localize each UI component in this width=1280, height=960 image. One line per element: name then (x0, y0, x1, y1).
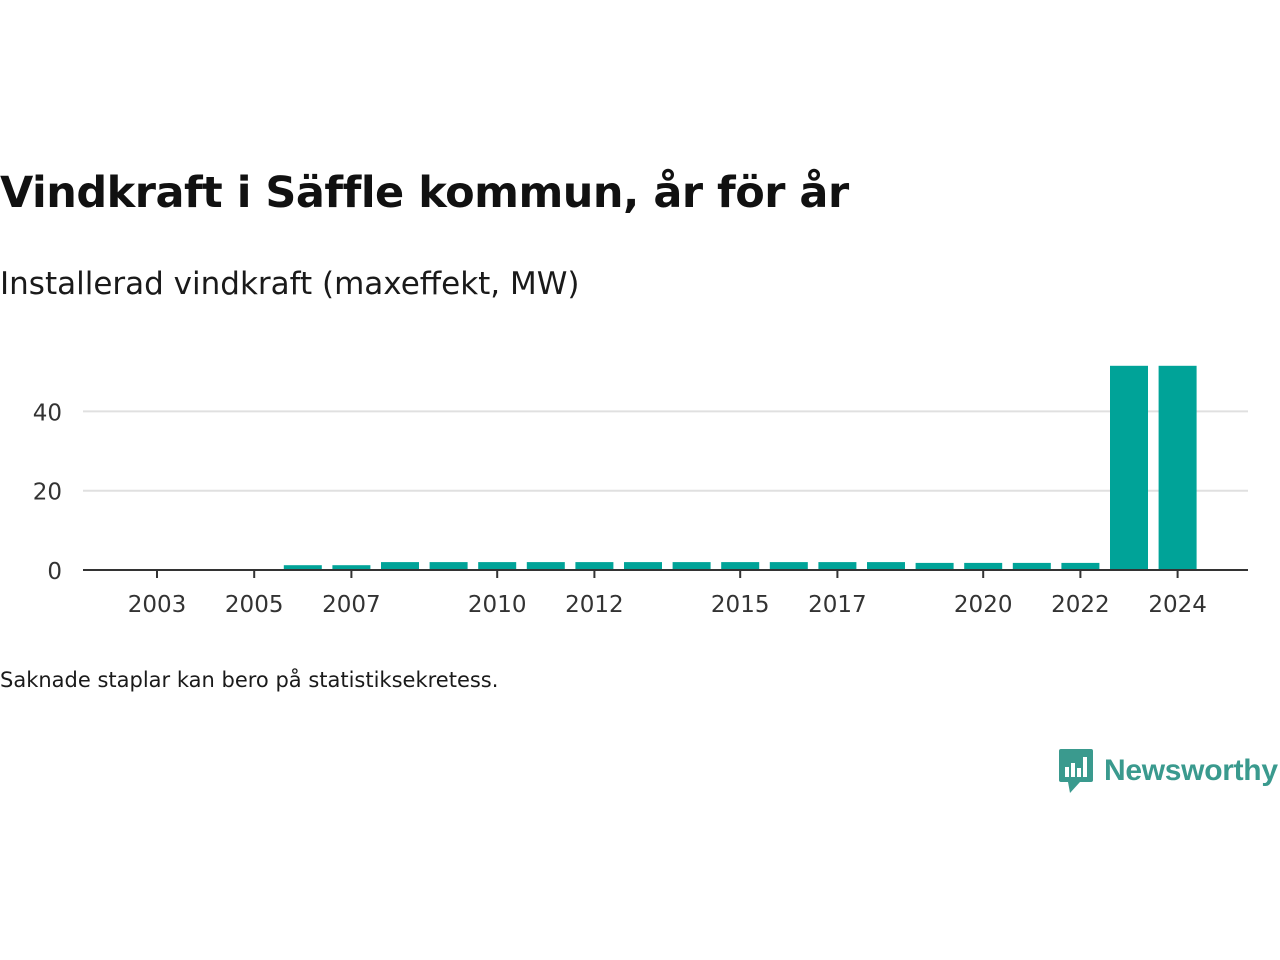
y-tick-label: 40 (33, 400, 62, 426)
bar-chart-speech-bubble-icon (1059, 749, 1093, 793)
x-tick-label: 2005 (225, 592, 284, 618)
x-tick-label: 2007 (322, 592, 381, 618)
x-tick-label: 2020 (954, 592, 1013, 618)
bar-2022 (1061, 562, 1100, 570)
brand-logo: Newsworthy (1058, 748, 1278, 794)
bar-2016 (769, 562, 808, 570)
x-tick-label: 2010 (468, 592, 527, 618)
bar-2007 (332, 565, 371, 570)
x-tick-label: 2017 (808, 592, 867, 618)
x-tick-label: 2012 (565, 592, 624, 618)
x-tick-label: 2015 (711, 592, 770, 618)
bar-2012 (575, 562, 614, 570)
bar-2020 (964, 562, 1003, 570)
bar-2024 (1158, 365, 1197, 570)
x-axis-labels: 2003 2005 2007 2010 2012 2015 2017 2020 2022 2024 (128, 570, 1207, 618)
bar-2021 (1012, 562, 1051, 570)
bar-2019 (915, 562, 954, 570)
bar-2011 (526, 562, 565, 570)
chart-title: Vindkraft i Säffle kommun, år för år (0, 168, 849, 218)
bars (283, 365, 1197, 570)
bar-2010 (478, 562, 517, 570)
y-tick-label: 0 (47, 559, 62, 585)
chart-subtitle: Installerad vindkraft (maxeffekt, MW) (0, 266, 580, 302)
bar-2014 (672, 562, 711, 570)
x-tick-label: 2022 (1051, 592, 1110, 618)
y-axis-labels: 0 20 40 (33, 400, 62, 585)
bar-2023 (1110, 365, 1148, 570)
y-tick-label: 20 (33, 480, 62, 506)
bar-2017 (818, 562, 857, 570)
x-tick-label: 2024 (1148, 592, 1207, 618)
bar-2013 (624, 562, 662, 570)
bar-2008 (381, 562, 419, 570)
bar-2018 (867, 562, 905, 570)
footnote: Saknade staplar kan bero på statistiksek… (0, 668, 499, 692)
bar-2009 (429, 562, 468, 570)
x-tick-label: 2003 (128, 592, 187, 618)
grid-lines (83, 410, 1248, 492)
brand-name: Newsworthy (1104, 754, 1278, 787)
bar-2006 (283, 565, 322, 570)
bar-2015 (721, 562, 760, 570)
